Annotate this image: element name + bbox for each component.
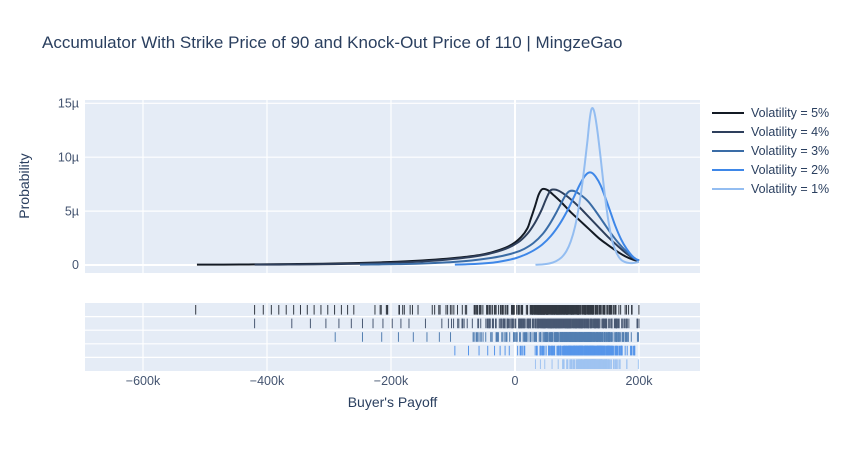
legend-line-swatch xyxy=(712,187,744,190)
kde-curve-2pct[interactable] xyxy=(454,171,640,266)
rug-plot[interactable] xyxy=(195,305,640,369)
rug-series-4pct[interactable] xyxy=(254,318,640,329)
kde-curve-1pct[interactable] xyxy=(535,107,640,266)
legend-item-volatility-1[interactable]: Volatility = 1% xyxy=(712,179,829,198)
legend-label: Volatility = 1% xyxy=(751,181,830,196)
chart-title: Accumulator With Strike Price of 90 and … xyxy=(42,33,623,52)
legend-label: Volatility = 5% xyxy=(751,105,830,120)
svg-text:−400k: −400k xyxy=(250,374,285,388)
legend-line-swatch xyxy=(712,168,744,171)
main-plot-background xyxy=(85,100,700,273)
svg-text:5µ: 5µ xyxy=(65,204,79,218)
legend-line-swatch xyxy=(712,130,744,133)
x-axis-title: Buyer's Payoff xyxy=(347,394,438,410)
kde-curves xyxy=(196,107,640,266)
kde-curve-3pct[interactable] xyxy=(359,189,640,266)
svg-text:−200k: −200k xyxy=(374,374,409,388)
svg-text:200k: 200k xyxy=(625,374,653,388)
legend-item-volatility-4[interactable]: Volatility = 4% xyxy=(712,122,829,141)
svg-text:0: 0 xyxy=(72,258,79,272)
rug-series-2pct[interactable] xyxy=(454,345,636,356)
legend-line-swatch xyxy=(712,149,744,152)
svg-text:0: 0 xyxy=(512,374,519,388)
rug-series-1pct[interactable] xyxy=(534,359,639,369)
legend-label: Volatility = 4% xyxy=(751,124,830,139)
y-tick-labels: 0 5µ 10µ 15µ xyxy=(58,97,79,273)
legend-item-volatility-3[interactable]: Volatility = 3% xyxy=(712,141,829,160)
legend: Volatility = 5% Volatility = 4% Volatili… xyxy=(712,103,829,198)
svg-text:10µ: 10µ xyxy=(58,150,79,164)
legend-label: Volatility = 2% xyxy=(751,162,830,177)
gridlines xyxy=(85,100,700,371)
svg-text:15µ: 15µ xyxy=(58,97,79,111)
svg-text:−600k: −600k xyxy=(126,374,161,388)
legend-item-volatility-2[interactable]: Volatility = 2% xyxy=(712,160,829,179)
rug-series-5pct[interactable] xyxy=(195,305,640,315)
legend-line-swatch xyxy=(712,111,744,114)
kde-curve-4pct[interactable] xyxy=(254,188,640,266)
x-tick-labels: −600k −400k −200k 0 200k xyxy=(126,374,654,388)
rug-series-3pct[interactable] xyxy=(334,332,639,342)
legend-item-volatility-5[interactable]: Volatility = 5% xyxy=(712,103,829,122)
legend-label: Volatility = 3% xyxy=(751,143,830,158)
